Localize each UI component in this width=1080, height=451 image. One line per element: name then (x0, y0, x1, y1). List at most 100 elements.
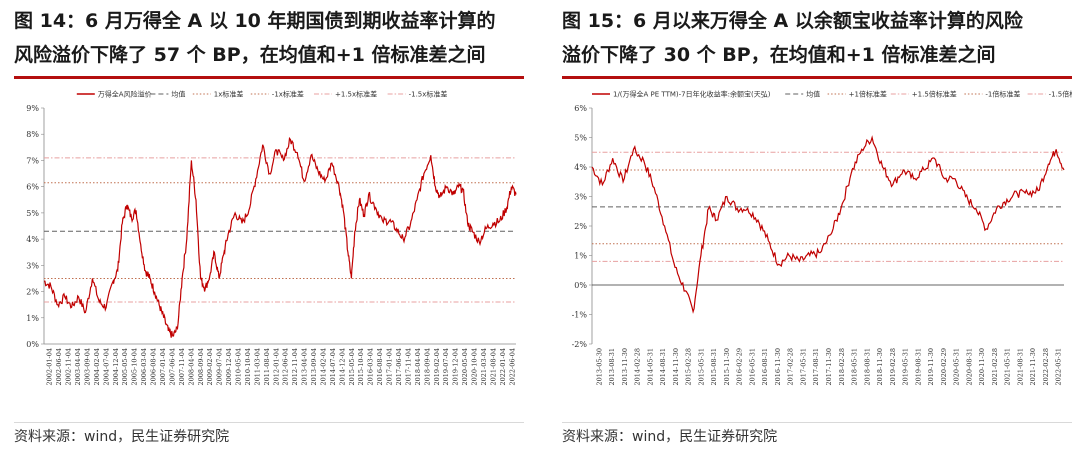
x-tick-label: 2019-11-30 (927, 348, 935, 385)
x-tick-label: 2013-11-30 (621, 348, 629, 385)
x-tick-label: 2019-07-04 (442, 348, 450, 385)
y-tick-label: 5% (574, 134, 587, 143)
legend-label: +1.5x标准差 (335, 90, 377, 99)
y-tick-label: 6% (26, 183, 39, 192)
x-tick-label: 2009-07-04 (216, 348, 224, 385)
legend-item: -1x标准差 (250, 90, 304, 99)
x-tick-label: 2013-08-31 (608, 348, 616, 385)
x-tick-label: 2018-02-28 (838, 348, 846, 385)
x-tick-label: 2022-02-28 (1042, 348, 1050, 385)
x-tick-label: 2005-10-04 (131, 348, 139, 385)
legend-label: +1.5倍标准差 (912, 90, 957, 99)
x-tick-label: 2011-03-04 (253, 348, 261, 385)
x-tick-label: 2021-02-28 (991, 348, 999, 385)
legend-label: 1x标准差 (214, 90, 244, 99)
y-tick-label: 7% (26, 156, 39, 165)
x-tick-label: 2012-11-04 (291, 348, 299, 385)
legend-item: 均值 (150, 90, 185, 99)
legend-label: -1倍标准差 (985, 90, 1020, 99)
x-tick-label: 2021-08-04 (489, 348, 497, 385)
x-tick-label: 2005-05-04 (121, 348, 129, 385)
x-tick-label: 2004-07-04 (102, 348, 110, 385)
figure-15-panel: 图 15：6 月以来万得全 A 以余额宝收益率计算的风险 溢价下降了 30 个 … (548, 0, 1080, 451)
x-tick-label: 2014-08-31 (659, 348, 667, 385)
y-tick-label: 1% (26, 314, 39, 323)
legend-label: -1x标准差 (272, 90, 304, 99)
x-tick-label: 2021-11-30 (1029, 348, 1037, 385)
x-tick-label: 2014-05-31 (646, 348, 654, 385)
figure-title-line-2: 溢价下降了 30 个 BP，在均值和+1 倍标准差之间 (562, 44, 996, 66)
legend-label: 1/(万得全A PE TTM)-7日年化收益率:余额宝(天弘) (613, 90, 771, 99)
x-tick-label: 2016-08-04 (376, 348, 384, 385)
legend-item: -1.5x标准差 (387, 90, 448, 99)
legend-item: +1.5x标准差 (314, 90, 377, 99)
legend-label: +1倍标准差 (849, 90, 887, 99)
x-tick-label: 2021-03-04 (480, 348, 488, 385)
x-tick-label: 2014-07-04 (329, 348, 337, 385)
y-tick-label: 4% (26, 235, 39, 244)
x-tick-label: 2016-05-31 (748, 348, 756, 385)
x-tick-label: 2017-06-04 (395, 348, 403, 385)
chart-legend: 1/(万得全A PE TTM)-7日年化收益率:余额宝(天弘) 均值 +1倍标准差 +… (592, 90, 1072, 99)
x-tick-label: 2018-11-30 (876, 348, 884, 385)
x-tick-label: 2018-09-04 (423, 348, 431, 385)
x-tick-label: 2007-06-04 (168, 348, 176, 385)
series-line (43, 136, 517, 338)
x-tick-label: 2014-02-28 (634, 348, 642, 385)
title-divider (14, 76, 524, 79)
legend-item: 1x标准差 (192, 90, 244, 99)
x-tick-label: 2013-09-04 (310, 348, 318, 385)
x-tick-label: 2010-10-04 (244, 348, 252, 385)
y-tick-label: 6% (574, 104, 587, 113)
x-tick-label: 2013-04-04 (301, 348, 309, 385)
x-tick-label: 2006-03-04 (140, 348, 148, 385)
y-tick-label: -2% (572, 340, 588, 349)
x-tick-label: 2004-02-04 (93, 348, 101, 385)
x-tick-label: 2020-10-04 (471, 348, 479, 385)
x-tick-label: 2008-04-04 (187, 348, 195, 385)
chart-legend: 万得全A风险溢价 均值 1x标准差 -1x标准差 +1.5x标准差 -1.5x标准差 (76, 90, 448, 99)
x-tick-label: 2011-08-04 (263, 348, 271, 385)
x-tick-label: 2015-05-31 (697, 348, 705, 385)
legend-label: -1.5倍标准差 (1049, 90, 1072, 99)
legend-label: 均值 (171, 90, 185, 99)
x-tick-label: 2004-12-04 (112, 348, 120, 385)
x-tick-label: 2012-01-04 (272, 348, 280, 385)
source-note: 资料来源：wind，民生证券研究院 (562, 429, 778, 445)
x-tick-label: 2013-05-30 (595, 348, 603, 385)
x-tick-label: 2016-11-30 (774, 348, 782, 385)
x-tick-label: 2016-02-29 (736, 348, 744, 385)
x-tick-label: 2009-12-04 (225, 348, 233, 385)
y-tick-label: 3% (26, 261, 39, 270)
x-tick-label: 2018-05-31 (851, 348, 859, 385)
x-tick-label: 2020-11-30 (978, 348, 986, 385)
legend-item: 均值 (785, 90, 820, 99)
x-tick-label: 2017-02-28 (787, 348, 795, 385)
figure-title-line-1: 图 14：6 月万得全 A 以 10 年期国债到期收益率计算的 (14, 10, 496, 32)
figure-title: 图 15：6 月以来万得全 A 以余额宝收益率计算的风险 溢价下降了 30 个 … (562, 4, 1072, 72)
x-tick-label: 2017-08-31 (812, 348, 820, 385)
source-divider (14, 422, 524, 423)
figure-title: 图 14：6 月万得全 A 以 10 年期国债到期收益率计算的 风险溢价下降了 … (14, 4, 524, 72)
x-tick-label: 2017-05-31 (799, 348, 807, 385)
x-tick-label: 2014-02-04 (319, 348, 327, 385)
risk-premium-yuebao-chart: 1/(万得全A PE TTM)-7日年化收益率:余额宝(天弘) 均值 +1倍标准差 +… (572, 90, 1072, 386)
figure-title-line-2: 风险溢价下降了 57 个 BP，在均值和+1 倍标准差之间 (14, 44, 486, 66)
x-tick-label: 2022-01-04 (499, 348, 507, 385)
legend-label: -1.5x标准差 (409, 90, 448, 99)
y-tick-label: 3% (574, 193, 587, 202)
y-tick-label: 9% (26, 104, 39, 113)
legend-label: 万得全A风险溢价 (98, 90, 152, 99)
legend-item: +1.5倍标准差 (890, 90, 957, 99)
y-tick-label: 2% (26, 288, 39, 297)
x-tick-label: 2015-02-28 (685, 348, 693, 385)
x-tick-label: 2007-11-04 (178, 348, 186, 385)
x-tick-label: 2017-11-04 (404, 348, 412, 385)
y-tick-label: 0% (574, 281, 587, 290)
x-tick-label: 2003-04-04 (74, 348, 82, 385)
legend-item: 万得全A风险溢价 (76, 90, 152, 99)
y-tick-label: 5% (26, 209, 39, 218)
x-tick-label: 2015-05-04 (348, 348, 356, 385)
legend-label: 均值 (806, 90, 820, 99)
x-tick-label: 2019-05-31 (902, 348, 910, 385)
